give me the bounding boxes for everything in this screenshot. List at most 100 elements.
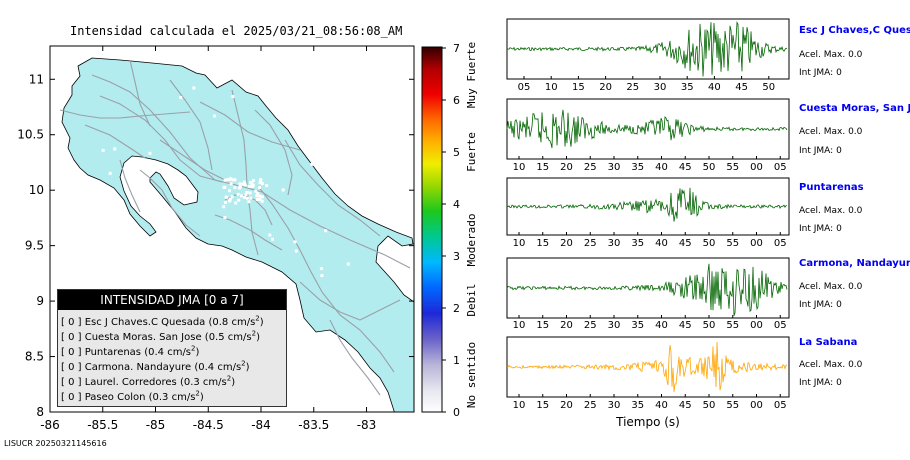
station-point — [226, 177, 230, 181]
legend-station: Esc J Chaves.C Quesada — [84, 317, 206, 328]
time-tick-label: 05 — [774, 238, 787, 249]
station-point — [294, 249, 298, 253]
station-point — [256, 191, 260, 195]
station-name[interactable]: Carmona, Nandayure — [799, 258, 910, 269]
legend-code: [ 0 ] — [61, 377, 82, 388]
station-point — [179, 96, 183, 100]
int-value: 0 — [836, 224, 842, 234]
station-point — [223, 178, 227, 182]
map-y-tick-label: 8 — [36, 405, 44, 419]
station-point — [387, 93, 391, 97]
time-tick-label: 55 — [726, 400, 739, 411]
time-tick-label: 20 — [560, 238, 573, 249]
station-point — [233, 178, 237, 182]
legend-close: ) — [231, 377, 236, 388]
legend-accel: (0.3 cm/s — [148, 392, 196, 403]
station-point — [192, 86, 196, 90]
accel-label: Acel. Max. — [799, 127, 846, 137]
station-point — [245, 190, 249, 194]
time-tick-label: 10 — [513, 400, 526, 411]
legend-exponent: 2 — [255, 314, 260, 323]
colorbar-tick-label: 3 — [453, 250, 460, 263]
seismogram-trace — [507, 21, 787, 77]
station-point — [249, 196, 253, 200]
seismogram-trace — [506, 187, 788, 222]
station-point — [258, 194, 262, 198]
colorbar-tick-label: 1 — [453, 354, 460, 367]
time-tick-label: 45 — [679, 162, 692, 173]
time-tick-label: 25 — [584, 162, 597, 173]
legend-accel: (0.4 cm/s — [194, 362, 242, 373]
time-tick-label: 00 — [750, 400, 763, 411]
station-point — [228, 197, 232, 201]
legend-station: Carmona. Nandayure — [84, 362, 192, 373]
station-point — [265, 184, 269, 188]
map-title: Intensidad calculada el 2025/03/21_08:56… — [70, 24, 403, 38]
station-point — [229, 182, 233, 186]
legend-station: Laurel. Corredores — [84, 377, 177, 388]
legend-close: ) — [199, 392, 204, 403]
station-point — [228, 199, 232, 203]
map-x-tick-label: -83 — [357, 418, 377, 432]
station-name[interactable]: Puntarenas — [799, 182, 864, 193]
station-point — [148, 151, 152, 155]
legend-station: Paseo Colon — [84, 392, 146, 403]
time-tick-label: 25 — [584, 400, 597, 411]
time-tick-label: 55 — [726, 238, 739, 249]
legend-exponent: 2 — [241, 359, 246, 368]
station-point — [375, 199, 379, 203]
legend-item: [ 0 ] Carmona. Nandayure (0.4 cm/s2) — [61, 360, 264, 375]
station-point — [243, 183, 247, 187]
time-tick-label: 30 — [608, 238, 621, 249]
colorbar-label-muy-fuerte: Muy Fuerte — [465, 42, 478, 108]
accel-label: Acel. Max. — [799, 282, 846, 292]
footer-id: LISUCR 20250321145616 — [4, 439, 107, 448]
station-point — [158, 259, 162, 263]
station-point — [313, 139, 317, 143]
station-point — [234, 201, 238, 205]
station-int: Int JMA: 0 — [799, 146, 842, 156]
station-point — [247, 200, 251, 204]
legend-code: [ 0 ] — [61, 317, 82, 328]
station-point — [242, 195, 246, 199]
station-point — [239, 194, 243, 198]
station-point — [197, 276, 201, 280]
time-tick-label: 30 — [608, 320, 621, 331]
int-label: Int JMA: — [799, 378, 834, 388]
legend-item: [ 0 ] Laurel. Corredores (0.3 cm/s2) — [61, 375, 264, 390]
station-name[interactable]: Esc J Chaves,C Quesada — [799, 25, 910, 36]
time-tick-label: 35 — [631, 238, 644, 249]
time-tick-label: 40 — [655, 162, 668, 173]
legend-close: ) — [259, 317, 264, 328]
colorbar-label-fuerte: Fuerte — [465, 132, 478, 172]
accel-label: Acel. Max. — [799, 360, 846, 370]
legend-item: [ 0 ] Esc J Chaves.C Quesada (0.8 cm/s2) — [61, 315, 264, 330]
station-point — [227, 189, 231, 193]
station-point — [251, 179, 255, 183]
legend-title: INTENSIDAD JMA [0 a 7] — [58, 290, 286, 310]
station-point — [125, 265, 129, 269]
station-point — [263, 79, 267, 83]
station-point — [249, 184, 253, 188]
station-point — [251, 184, 255, 188]
legend-list: [ 0 ] Esc J Chaves.C Quesada (0.8 cm/s2)… — [61, 315, 264, 405]
map-x-tick-label: -85.5 — [87, 418, 118, 432]
station-point — [237, 198, 241, 202]
station-name[interactable]: La Sabana — [799, 337, 858, 348]
station-point — [257, 185, 261, 189]
accel-label: Acel. Max. — [799, 206, 846, 216]
station-point — [233, 186, 237, 190]
station-int: Int JMA: 0 — [799, 300, 842, 310]
station-point — [249, 180, 253, 184]
time-tick-label: 50 — [703, 320, 716, 331]
station-name[interactable]: Cuesta Moras, San Jose — [799, 103, 910, 114]
station-point — [260, 182, 264, 186]
station-point — [270, 237, 274, 241]
seismogram-trace — [506, 341, 788, 392]
station-point — [231, 95, 235, 99]
colorbar-label-debil: Debil — [465, 283, 478, 316]
station-point — [346, 163, 350, 167]
station-point — [255, 194, 259, 198]
station-point — [260, 195, 264, 199]
